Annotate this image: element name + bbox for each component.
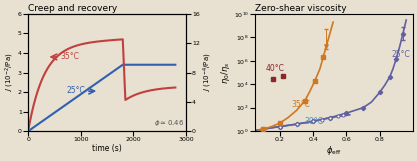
Text: $\phi\simeq0.46$: $\phi\simeq0.46$ [154, 118, 185, 128]
Y-axis label: $J$ $(10^{-2}$/Pa): $J$ $(10^{-2}$/Pa) [4, 53, 16, 92]
Text: 35°C: 35°C [291, 100, 311, 109]
Text: Zero-shear viscosity: Zero-shear viscosity [255, 4, 347, 13]
Text: 25°C: 25°C [66, 86, 85, 95]
Y-axis label: $J$ $(10^{-4}$/Pa): $J$ $(10^{-4}$/Pa) [201, 53, 214, 92]
Text: 30°C: 30°C [305, 117, 324, 126]
X-axis label: $\phi_{\rm eff}$: $\phi_{\rm eff}$ [326, 144, 342, 157]
Text: Creep and recovery: Creep and recovery [28, 4, 117, 13]
Text: 35°C: 35°C [61, 52, 80, 61]
Text: 25°C: 25°C [391, 50, 410, 59]
Text: 40°C: 40°C [266, 63, 285, 72]
X-axis label: time (s): time (s) [92, 144, 122, 153]
Y-axis label: $\eta_0/\eta_s$: $\eta_0/\eta_s$ [219, 61, 232, 84]
